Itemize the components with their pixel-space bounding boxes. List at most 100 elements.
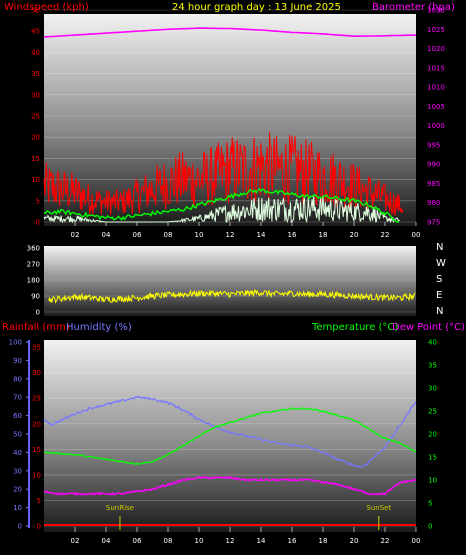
barometer-tick-label: 985 [427,180,440,188]
sun-annotations: SunRise SunSet [106,504,391,530]
windspeed-axis: 0 5 10 15 20 25 30 35 40 45 50 [31,7,40,227]
windspeed-tick-label: 40 [31,49,40,57]
direction-panel-grid [44,247,416,313]
x-tick-label: 04 [102,537,111,545]
x-tick-label: 16 [288,537,297,545]
compass-labels: N W S E N [436,242,446,317]
barometer-tick-label: 1030 [427,7,445,15]
compass-label-s: S [436,274,442,285]
temperature-tick-label: 0 [428,523,432,531]
sunrise-label: SunRise [106,504,134,512]
direction-tick-label: 180 [27,277,40,285]
x-tick-label: 06 [133,231,142,239]
barometer-tick-label: 1020 [427,45,445,53]
windspeed-tick-label: 0 [36,219,40,227]
direction-axis: 0 90 180 270 360 [27,245,40,317]
windspeed-tick-label: 25 [31,113,40,121]
temperature-axis-label: Temperature (°C) [311,322,398,333]
windspeed-tick-label: 45 [31,28,40,36]
x-tick-label: 02 [71,537,80,545]
compass-label-e: E [436,290,442,301]
x-tick-label: 08 [164,537,173,545]
x-tick-label: 18 [319,537,328,545]
compass-label-n-bottom: N [436,306,443,317]
barometer-tick-label: 1025 [427,26,445,34]
rainfall-tick-label: 5 [37,497,41,505]
rainfall-tick-label: 15 [32,446,41,454]
x-tick-label: 00 [412,537,421,545]
x-tick-label: 20 [350,231,359,239]
humidity-axis: 0 10 20 30 40 50 60 70 80 90 100 [9,339,29,531]
rainfall-axis: 0 5 10 15 20 25 30 35 [32,344,41,531]
windspeed-tick-label: 50 [31,7,40,15]
humidity-tick-label: 20 [13,486,22,494]
compass-label-n-top: N [436,242,443,253]
dew-point-series-line [43,475,417,496]
direction-panel-series [48,288,416,304]
humidity-tick-label: 70 [13,394,22,402]
humidity-tick-label: 40 [13,449,22,457]
humidity-tick-label: 100 [9,339,22,347]
humidity-tick-label: 50 [13,431,22,439]
rainfall-tick-label: 20 [32,420,41,428]
barometer-tick-label: 975 [427,219,440,227]
temp-panel-background [44,340,416,532]
barometer-tick-label: 1010 [427,84,445,92]
barometer-axis-label: Barometer (hpa) [372,2,455,13]
rainfall-tick-label: 10 [32,471,41,479]
wind-panel-background [44,14,416,226]
gust-series-line [43,131,404,216]
x-tick-label: 00 [412,231,421,239]
temperature-tick-label: 15 [428,454,437,462]
rainfall-tick-label: 25 [32,395,41,403]
windspeed-tick-label: 30 [31,91,40,99]
x-tick-label: 18 [319,231,328,239]
barometer-tick-label: 1015 [427,64,445,72]
x-tick-label: 12 [226,537,235,545]
rainfall-tick-label: 30 [32,369,41,377]
barometer-tick-label: 995 [427,141,440,149]
temp-panel-series [43,395,417,526]
x-tick-label: 20 [350,537,359,545]
rainfall-axis-label: Rainfall (mm) [2,322,70,333]
rainfall-tick-label: 0 [37,523,41,531]
x-tick-label: 22 [381,537,390,545]
x-tick-label: 04 [102,231,111,239]
humidity-tick-label: 0 [18,523,22,531]
rainfall-tick-label: 35 [32,344,41,352]
barometer-tick-label: 1000 [427,122,445,130]
temperature-tick-label: 35 [428,362,437,370]
humidity-series-line [43,395,417,469]
temperature-axis: 0 5 10 15 20 25 30 35 40 [428,339,437,531]
humidity-tick-label: 90 [13,357,22,365]
temperature-tick-label: 5 [428,500,432,508]
direction-tick-label: 0 [36,309,40,317]
dew-point-axis-label: Dew Point (°C) [392,322,465,333]
temperature-tick-label: 20 [428,431,437,439]
temp-panel-grid [44,346,416,527]
temperature-tick-label: 30 [428,385,437,393]
windspeed-tick-label: 5 [36,197,40,205]
barometer-axis: 975 980 985 990 995 1000 1005 1010 1015 1020 1025 1… [427,7,445,227]
humidity-tick-label: 60 [13,412,22,420]
temperature-tick-label: 40 [428,339,437,347]
windspeed-tick-label: 15 [31,155,40,163]
direction-tick-label: 90 [31,293,40,301]
humidity-tick-label: 10 [13,504,22,512]
x-tick-label: 16 [288,231,297,239]
barometer-tick-label: 990 [427,161,440,169]
barometer-tick-label: 1005 [427,103,445,111]
humidity-tick-label: 80 [13,375,22,383]
compass-label-w: W [436,258,446,269]
barometer-series-line [43,27,417,38]
lull-series-line [43,195,400,224]
x-tick-label: 22 [381,231,390,239]
x-tick-label: 10 [195,537,204,545]
direction-series-line [48,288,416,304]
chart-title: 24 hour graph day : 13 June 2025 [172,2,341,13]
humidity-axis-label: Humidity (%) [66,322,132,333]
sunset-label: SunSet [366,504,391,512]
direction-panel-background [44,246,416,316]
windspeed-tick-label: 10 [31,176,40,184]
